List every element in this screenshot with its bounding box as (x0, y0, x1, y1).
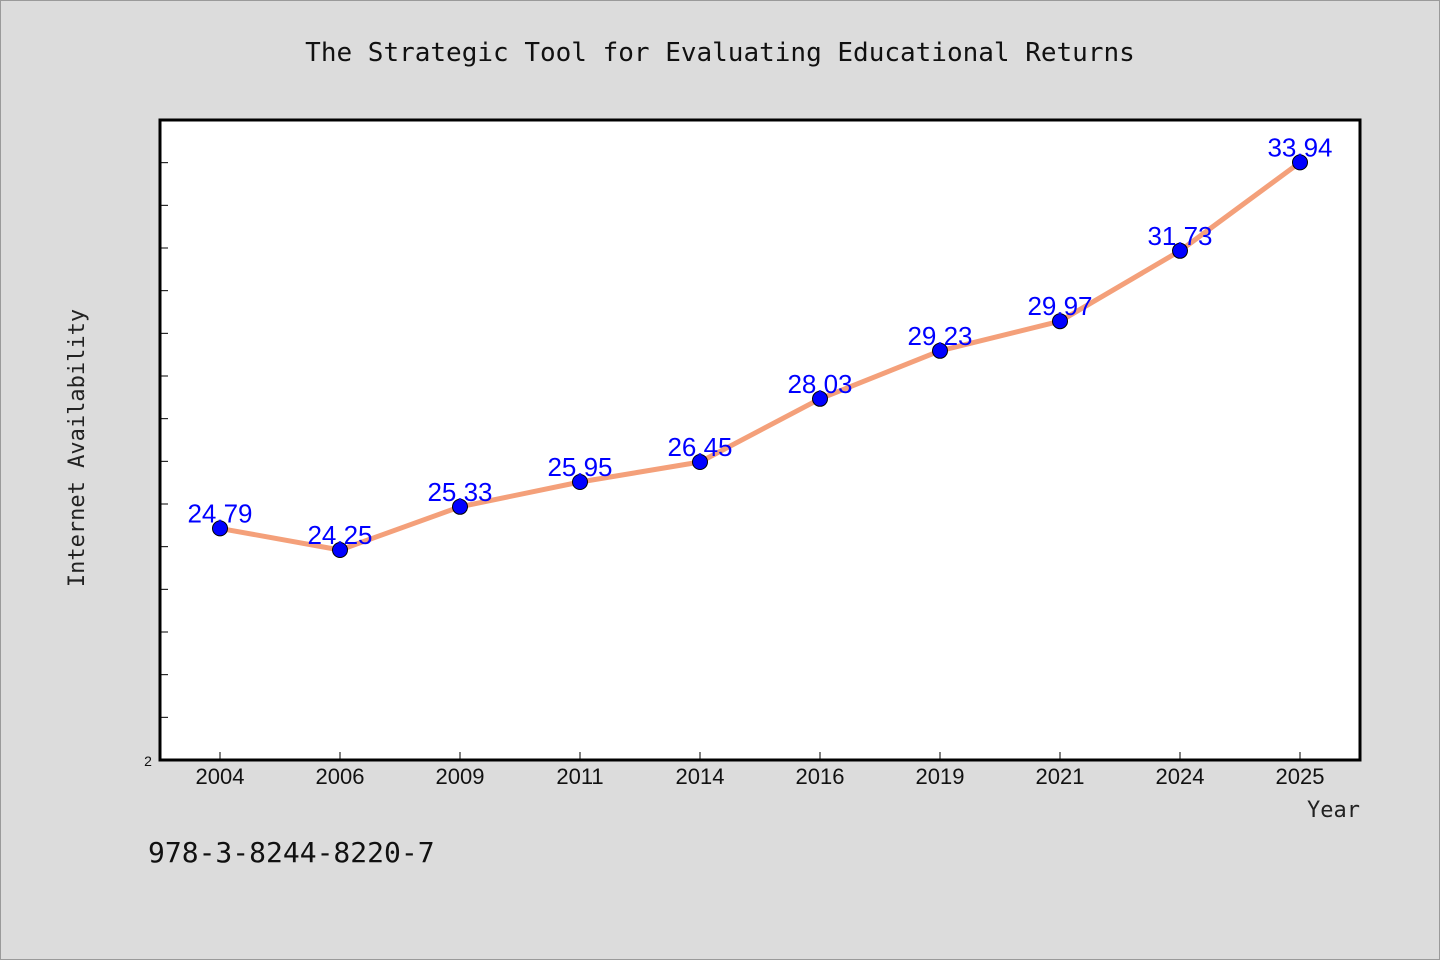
x-tick-label: 2024 (1156, 764, 1205, 789)
x-tick-label: 2004 (196, 764, 245, 789)
x-tick-label: 2021 (1036, 764, 1085, 789)
data-point (1052, 313, 1068, 330)
series-line (217, 159, 1303, 553)
data-label: 25.33 (427, 477, 492, 507)
x-tick-label: 2014 (676, 764, 725, 789)
data-label: 26.45 (667, 432, 732, 462)
data-label: 33.94 (1267, 132, 1332, 162)
x-tick-label: 2009 (436, 764, 485, 789)
x-tick-label: 2006 (316, 764, 365, 789)
plot-area (160, 120, 1360, 760)
data-label: 28.03 (787, 369, 852, 399)
x-tick-label: 2016 (796, 764, 845, 789)
data-point (212, 520, 228, 537)
x-tick-label: 2019 (916, 764, 965, 789)
data-point (452, 498, 468, 515)
data-point (572, 474, 588, 490)
data-label: 31.73 (1147, 221, 1212, 251)
x-tick-label: 2025 (1276, 764, 1325, 789)
x-axis-label: Year (1307, 798, 1360, 823)
x-axis-ticks: 2004 2006 2009 2011 2014 2016 2019 2021 2024 2025 (196, 752, 1325, 789)
chart-title: The Strategic Tool for Evaluating Educat… (305, 38, 1135, 68)
data-point (812, 390, 828, 407)
plot-border (158, 118, 1362, 762)
y-tick-label: 2 (144, 753, 152, 769)
data-point (1172, 242, 1188, 259)
data-label: 25.95 (547, 452, 612, 482)
data-labels: 24.79 24.25 25.33 25.95 26.45 28.03 29.23 29.97… (187, 132, 1332, 550)
y-axis-label: Internet Availability (65, 309, 90, 587)
data-label: 24.25 (307, 520, 372, 550)
isbn-text: 978-3-8244-8220-7 (148, 836, 435, 869)
data-point (692, 454, 708, 470)
data-label: 29.97 (1027, 291, 1092, 321)
x-tick-label: 2011 (556, 764, 603, 789)
series-markers (212, 154, 1308, 558)
data-label: 29.23 (907, 321, 972, 351)
data-point (1292, 154, 1308, 171)
data-label: 24.79 (187, 498, 252, 528)
data-point (932, 342, 948, 359)
data-point (332, 542, 348, 558)
